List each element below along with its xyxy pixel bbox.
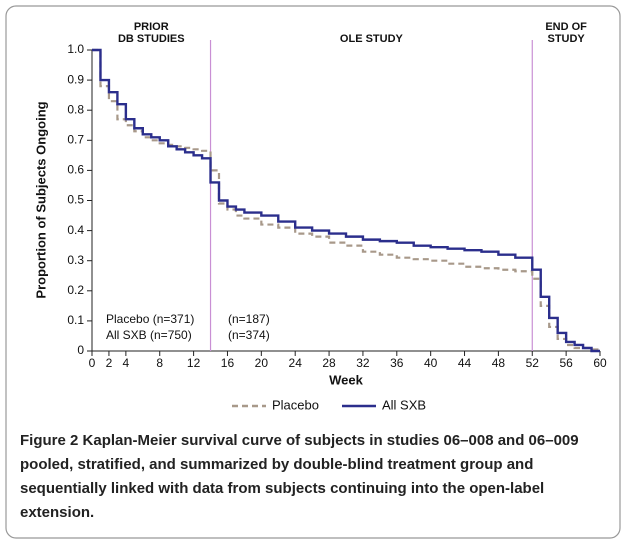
region-label: OLE STUDY [340, 33, 404, 45]
annotation: All SXB (n=750) [106, 328, 192, 342]
x-tick-label: 12 [187, 356, 201, 370]
y-tick-label: 0 [77, 343, 84, 357]
y-tick-label: 0.1 [67, 313, 84, 327]
y-tick-label: 0.3 [67, 253, 84, 267]
region-label: STUDY [547, 33, 585, 45]
annotation: (n=187) [228, 312, 270, 326]
survival-curve [92, 48, 602, 351]
x-tick-label: 24 [289, 356, 303, 370]
region-label: DB STUDIES [118, 33, 185, 45]
y-tick-label: 0.6 [67, 163, 84, 177]
x-tick-label: 4 [123, 356, 130, 370]
y-tick-label: 0.9 [67, 72, 84, 86]
legend-label: All SXB [382, 397, 426, 412]
y-tick-label: 0.4 [67, 223, 84, 237]
x-axis-label: Week [329, 372, 363, 387]
y-tick-label: 0.7 [67, 132, 84, 146]
legend-label: Placebo [272, 397, 319, 412]
y-tick-label: 1.0 [67, 42, 84, 56]
x-tick-label: 52 [526, 356, 540, 370]
x-tick-label: 44 [458, 356, 472, 370]
frame [5, 5, 621, 539]
y-tick-label: 0.5 [67, 193, 84, 207]
x-tick-label: 36 [390, 356, 404, 370]
x-tick-label: 0 [89, 356, 96, 370]
x-tick-label: 20 [255, 356, 269, 370]
region-label: END OF [545, 21, 587, 33]
x-tick-label: 16 [221, 356, 235, 370]
y-axis-label: Proportion of Subjects Ongoing [33, 101, 48, 298]
x-tick-label: 2 [106, 356, 113, 370]
x-tick-label: 28 [322, 356, 336, 370]
x-tick-label: 40 [424, 356, 438, 370]
survival-curve [92, 48, 600, 353]
x-tick-label: 56 [559, 356, 573, 370]
caption-text: Kaplan-Meier survival curve of subjects … [20, 432, 579, 521]
x-tick-label: 8 [156, 356, 163, 370]
y-tick-label: 0.2 [67, 283, 84, 297]
caption-label: Figure 2 [20, 432, 79, 449]
x-tick-label: 48 [492, 356, 506, 370]
caption: Figure 2 Kaplan-Meier survival curve of … [20, 429, 612, 525]
y-tick-label: 0.8 [67, 102, 84, 116]
region-label: PRIOR [134, 21, 169, 33]
x-tick-label: 32 [356, 356, 370, 370]
x-tick-label: 60 [593, 356, 607, 370]
annotation: Placebo (n=371) [106, 312, 194, 326]
annotation: (n=374) [228, 328, 270, 342]
